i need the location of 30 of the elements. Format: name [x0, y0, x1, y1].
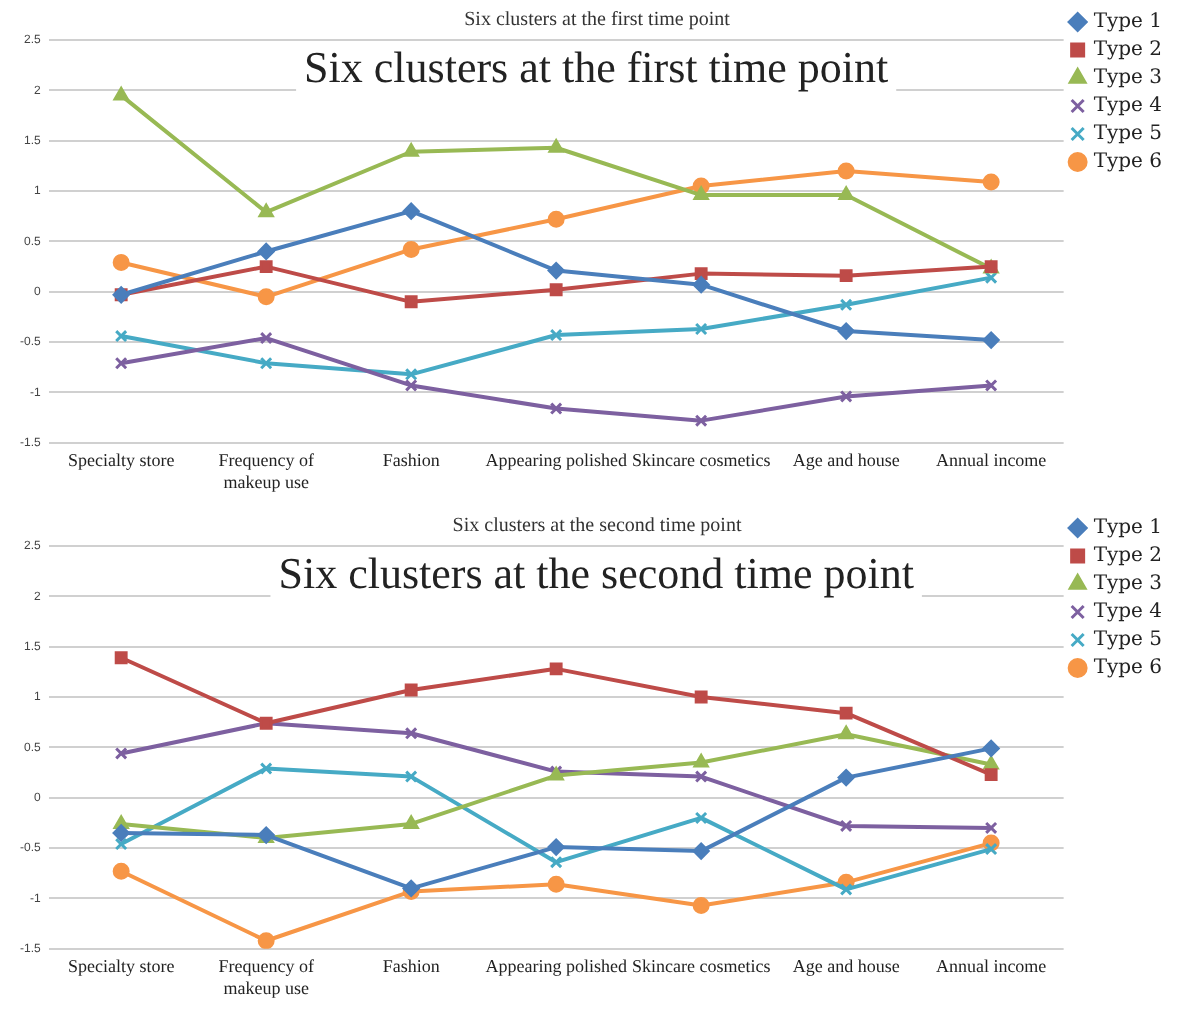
x-tick-label: Annual income [935, 956, 1047, 977]
x-tick-label: Frequency of makeup use [218, 450, 314, 492]
x-tick-label: Specialty store [67, 956, 175, 977]
x-tick-label: Skincare cosmetics [631, 956, 772, 977]
legend-label: Type 5 [1093, 629, 1163, 652]
x-tick-label: Appearing polished [485, 450, 628, 471]
legend-label: Type 3 [1093, 67, 1163, 90]
x-tick-label: Skincare cosmetics [631, 450, 772, 471]
legend-label: Type 1 [1093, 517, 1163, 540]
legend-label: Type 6 [1093, 657, 1163, 680]
x-tick-label: Appearing polished [485, 956, 628, 977]
x-tick-label: Fashion [382, 956, 441, 977]
chart-subtitle: Six clusters at the second time point [278, 547, 914, 598]
x-tick-label: Annual income [935, 450, 1047, 471]
legend-label: Type 3 [1093, 573, 1163, 596]
legend-label: Type 4 [1093, 95, 1163, 118]
legend-label: Type 2 [1093, 545, 1163, 568]
chart-title: Six clusters at the second time point [452, 515, 742, 538]
legend-label: Type 5 [1093, 123, 1163, 146]
x-tick-label: Age and house [792, 450, 900, 471]
legend-label: Type 1 [1093, 11, 1163, 34]
legend-label: Type 2 [1093, 39, 1163, 62]
legend-label: Type 4 [1093, 601, 1163, 624]
legend-label: Type 6 [1093, 151, 1163, 174]
x-tick-label: Age and house [792, 956, 900, 977]
chart-title: Six clusters at the first time point [464, 9, 731, 32]
x-tick-label: Frequency of makeup use [218, 956, 314, 998]
chart-subtitle: Six clusters at the first time point [304, 41, 889, 92]
x-tick-label: Specialty store [67, 450, 175, 471]
x-tick-label: Fashion [382, 450, 441, 471]
